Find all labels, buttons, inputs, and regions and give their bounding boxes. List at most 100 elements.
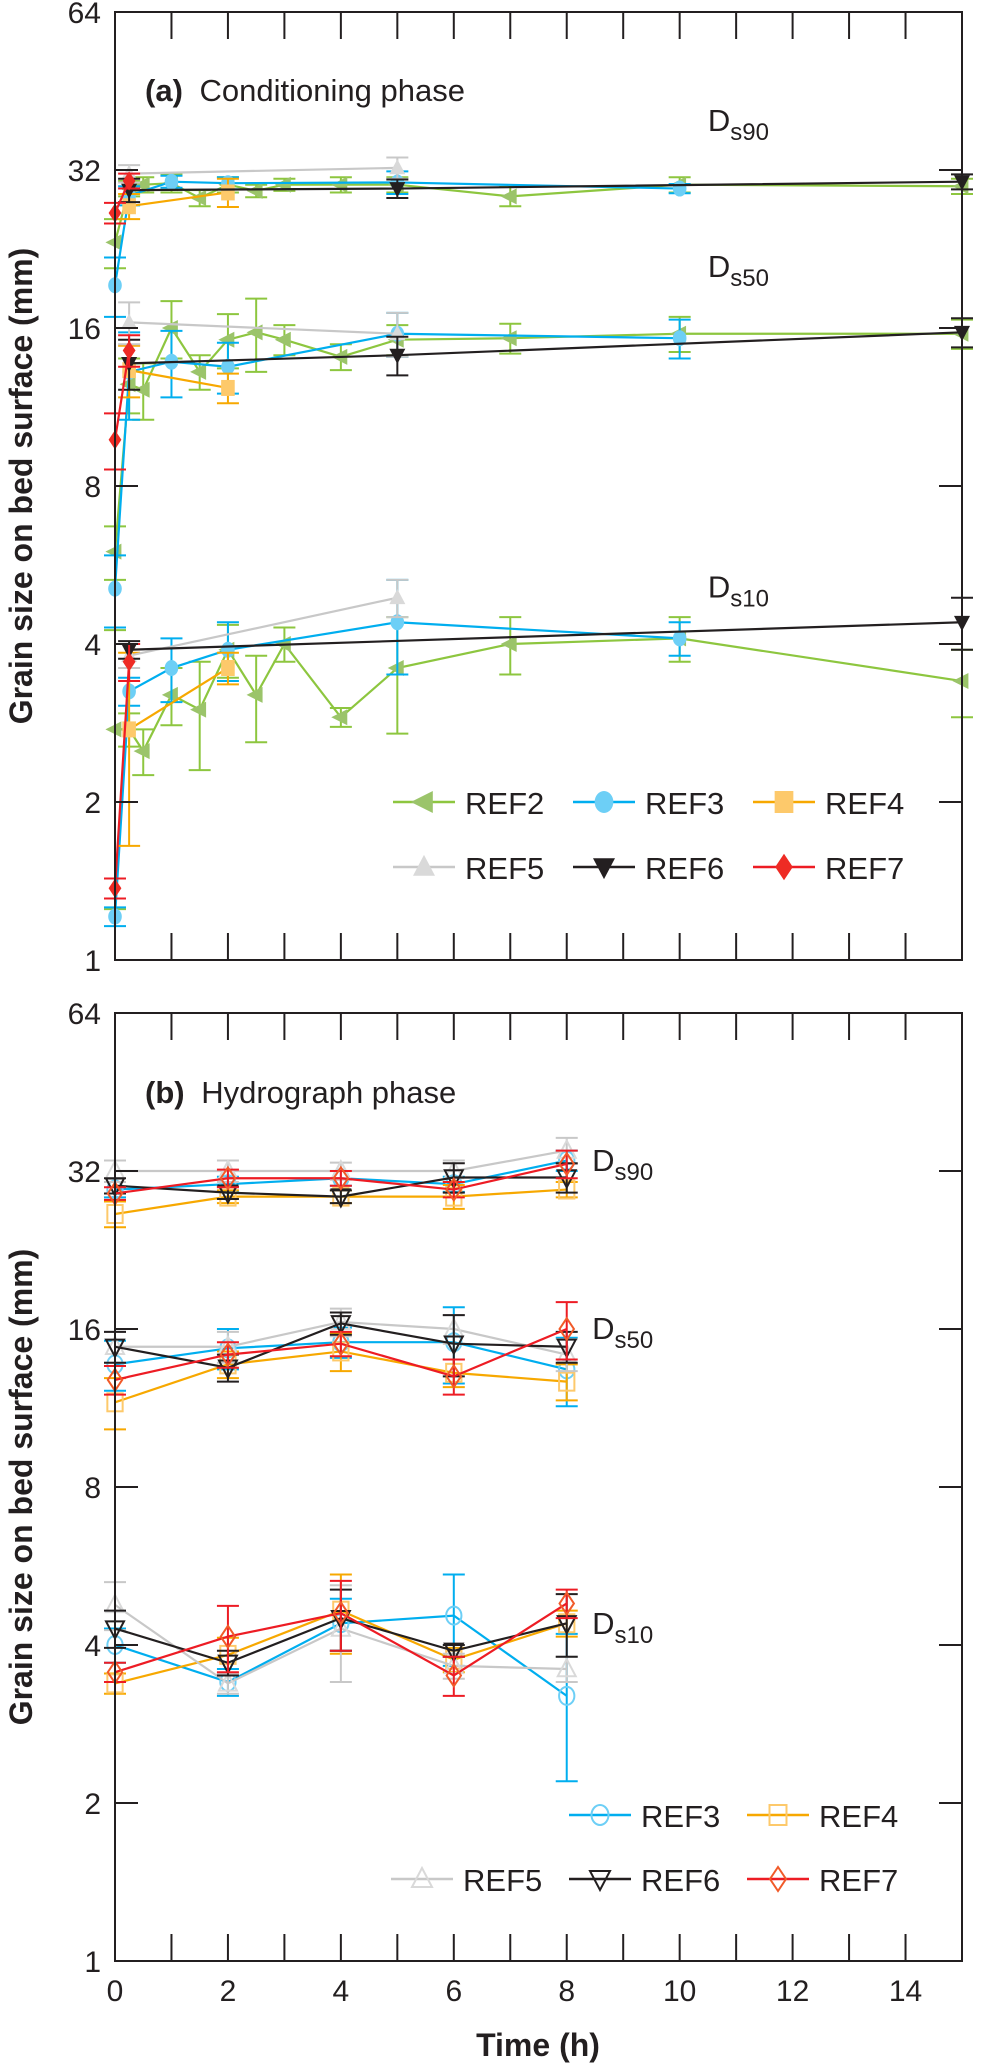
- panel-a-title-letter: (a): [145, 73, 183, 108]
- panel-b-legend: REF3 REF4 REF5 REF6 REF7: [391, 1799, 898, 1898]
- data-point-ref6-ds10: [443, 1642, 465, 1663]
- series-ref7: [104, 171, 141, 900]
- y-tick-label: 2: [84, 787, 101, 820]
- panel-b-title: (b) Hydrograph phase: [145, 1075, 456, 1110]
- data-point-ref4-ds90: [221, 184, 235, 201]
- legend-item-ref7: REF7: [747, 1863, 898, 1898]
- ds-label-main: D: [708, 249, 730, 284]
- series-line-ref3-ds50: [113, 332, 680, 589]
- legend-item-ref7: REF7: [753, 851, 904, 886]
- y-tick-label: 64: [68, 998, 101, 1031]
- series-ref4: [118, 177, 239, 847]
- ds-label-subscript: s90: [730, 119, 769, 146]
- data-point-ref3-ds10: [672, 630, 687, 647]
- ds-label-main: D: [592, 1311, 614, 1346]
- ds-label-main: D: [592, 1143, 614, 1178]
- data-point-ref2-ds50: [133, 381, 150, 398]
- x-tick-label: 0: [107, 1975, 124, 2008]
- legend-label: REF7: [819, 1863, 898, 1898]
- data-point-ref7-ds10: [445, 1662, 463, 1689]
- data-point-ref4-ds50: [558, 1371, 576, 1392]
- panel-b-title-text: Hydrograph phase: [201, 1075, 456, 1110]
- x-tick-label: 12: [776, 1975, 809, 2008]
- data-point-ref3-ds10: [445, 1605, 463, 1626]
- ds-label-s10: Ds10: [708, 570, 769, 613]
- legend-label: REF4: [825, 786, 904, 821]
- data-point-ref3-ds10: [390, 614, 405, 631]
- data-point-ref3-ds50: [221, 358, 235, 375]
- data-point-ref2-ds10: [500, 636, 517, 652]
- series-line-ref4-ds10: [128, 667, 229, 731]
- ds-label-subscript: s10: [730, 586, 769, 613]
- y-tick-label: 32: [68, 155, 101, 188]
- data-point-ref2-ds90: [500, 188, 517, 205]
- legend-marker-diamond-icon: [775, 853, 793, 881]
- series-line-ref6-ds10: [129, 621, 963, 651]
- y-tick-label: 4: [84, 629, 101, 662]
- data-point-ref7-ds50: [219, 1342, 237, 1368]
- data-point-ref4-ds10: [221, 660, 235, 677]
- legend-item-ref5: REF5: [391, 1863, 542, 1898]
- series-line-ref7-ds10: [113, 661, 131, 889]
- ds-label-s90: Ds90: [592, 1143, 653, 1186]
- x-tick-label: 14: [889, 1975, 922, 2008]
- data-point-ref2-ds10: [105, 721, 122, 738]
- ds-label-main: D: [592, 1606, 614, 1641]
- data-point-ref2-ds90: [246, 182, 263, 199]
- data-point-ref3-ds90: [164, 173, 179, 190]
- data-point-ref3-ds50: [672, 330, 687, 347]
- panel-a-title: (a) Conditioning phase: [145, 73, 465, 108]
- data-point-ref7-ds90: [219, 1165, 237, 1191]
- series-line-ref4-ds90: [128, 191, 229, 208]
- data-point-ref2-ds90: [105, 234, 122, 251]
- data-point-ref2-ds90: [331, 176, 348, 193]
- data-point-ref4-ds50: [221, 379, 235, 396]
- legend-marker-triangle-down-icon: [593, 858, 615, 880]
- y-tick-label: 32: [68, 1156, 101, 1189]
- data-point-ref6-ds90: [443, 1169, 465, 1190]
- y-tick-label: 1: [84, 945, 101, 978]
- ds-label-main: D: [708, 103, 730, 138]
- data-point-ref6-ds50: [443, 1335, 465, 1356]
- legend-label: REF3: [641, 1799, 720, 1834]
- data-point-ref7-ds90: [445, 1176, 463, 1203]
- series-line-ref5-ds90: [129, 166, 398, 175]
- data-point-ref6-ds50: [330, 1315, 352, 1336]
- data-point-ref3-ds10: [558, 1685, 576, 1706]
- x-tick-label: 10: [663, 1975, 696, 2008]
- legend-label: REF4: [819, 1799, 898, 1834]
- legend-marker-circle-icon: [590, 1804, 610, 1826]
- y-tick-label: 16: [68, 313, 101, 346]
- data-point-ref3-ds10: [164, 660, 179, 677]
- ds-label-subscript: s50: [615, 1327, 654, 1354]
- legend-marker-circle-icon: [594, 791, 614, 813]
- ds-label-subscript: s50: [730, 265, 769, 292]
- y-tick-label: 8: [84, 471, 101, 504]
- panel-a-ylabel-group: Grain size on bed surface (mm): [3, 248, 39, 725]
- data-point-ref7-ds90: [558, 1151, 576, 1177]
- data-point-ref2-ds10: [331, 709, 348, 726]
- data-point-ref7-ds90: [332, 1165, 350, 1191]
- legend-marker-triangle-up-icon: [410, 1865, 434, 1888]
- data-point-ref2-ds10: [161, 686, 178, 703]
- x-tick-label: 4: [333, 1975, 350, 2008]
- data-point-ref5-ds90: [389, 159, 406, 175]
- data-point-ref5-ds10: [217, 1671, 239, 1692]
- data-point-ref2-ds90: [190, 190, 207, 207]
- data-point-ref7-ds50: [445, 1363, 463, 1389]
- series-line-ref2-ds50: [113, 325, 962, 552]
- ds-label-s50: Ds50: [708, 249, 769, 292]
- data-point-ref7-ds50: [122, 340, 136, 361]
- x-tick-label: 2: [220, 1975, 237, 2008]
- data-point-ref2-ds50: [500, 330, 517, 347]
- ds-label-subscript: s10: [615, 1622, 654, 1649]
- x-tick-label: 8: [558, 1975, 575, 2008]
- legend-item-ref6: REF6: [573, 851, 724, 886]
- y-tick-label: 8: [84, 1472, 101, 1505]
- legend-label: REF5: [465, 851, 544, 886]
- data-point-ref5-ds10: [556, 1656, 578, 1678]
